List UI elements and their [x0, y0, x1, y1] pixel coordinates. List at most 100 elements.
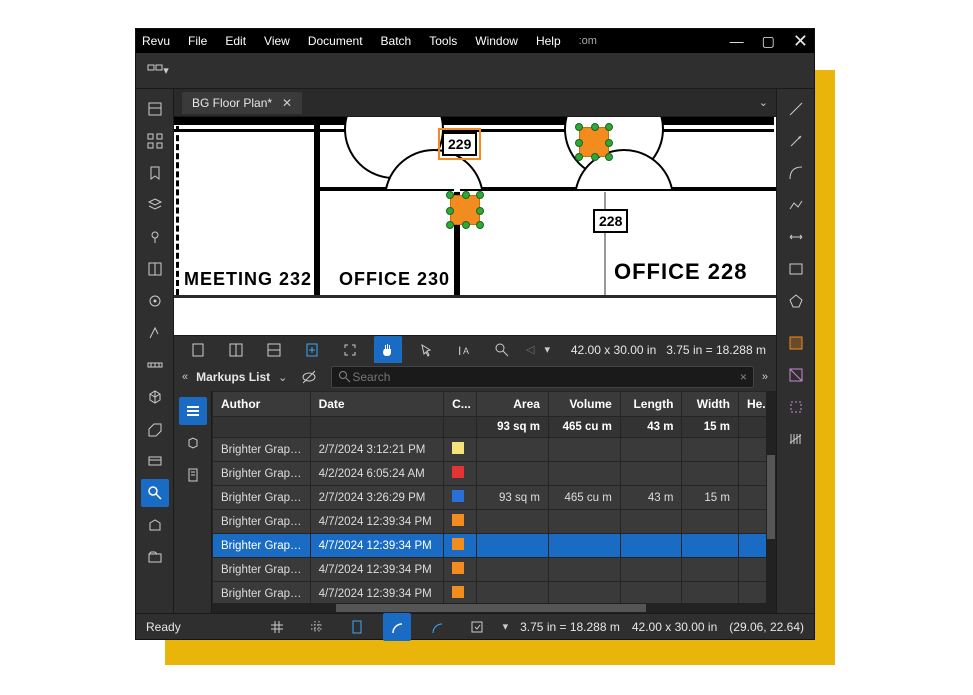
col-length[interactable]: Length	[620, 392, 682, 417]
hscrollbar[interactable]	[212, 603, 776, 613]
volume-tool-icon[interactable]	[782, 361, 810, 389]
search-icon[interactable]	[141, 479, 169, 507]
footer-coords: (29.06, 22.64)	[729, 620, 804, 634]
menu-tools[interactable]: Tools	[429, 34, 457, 48]
table-row[interactable]: Brighter Graph...4/7/2024 12:39:34 PM	[213, 558, 776, 582]
panel-toggle-icon[interactable]: ▾	[144, 57, 172, 85]
pan-icon[interactable]	[374, 336, 402, 364]
svg-text:I: I	[458, 344, 461, 357]
polyline-icon[interactable]	[782, 191, 810, 219]
bookmark-icon[interactable]	[141, 159, 169, 187]
maximize-button[interactable]: ▢	[762, 33, 775, 50]
col-author[interactable]: Author	[213, 392, 311, 417]
col-date[interactable]: Date	[310, 392, 444, 417]
grid-icon[interactable]	[141, 127, 169, 155]
visibility-icon[interactable]	[295, 363, 323, 391]
collapse-right-icon[interactable]: »	[762, 371, 768, 383]
spaces-icon[interactable]	[141, 255, 169, 283]
collapse-left-icon[interactable]: «	[182, 371, 188, 383]
markups-menu-icon[interactable]: ⌄	[278, 371, 287, 384]
col-area[interactable]: Area	[477, 392, 549, 417]
summary-icon[interactable]	[179, 461, 207, 489]
toolchest-icon[interactable]	[141, 319, 169, 347]
snap-icon[interactable]	[303, 613, 331, 641]
drawing-canvas[interactable]: 229 228 MEETING 232 OFFICE 230 OFFICE 22…	[174, 117, 776, 335]
markups-panel: « Markups List ⌄ × »	[174, 363, 776, 613]
footer-menu-icon[interactable]: ▾	[503, 620, 509, 633]
grid-toggle-icon[interactable]	[263, 613, 291, 641]
menu-file[interactable]: File	[188, 34, 207, 48]
table-row[interactable]: Brighter Graph...4/2/2024 6:05:24 AM	[213, 462, 776, 486]
thumbnails-icon[interactable]	[141, 95, 169, 123]
search-input[interactable]: ×	[331, 366, 754, 388]
sync-icon[interactable]	[463, 613, 491, 641]
arc-icon[interactable]	[782, 159, 810, 187]
polygon-icon[interactable]	[782, 287, 810, 315]
tab-floorplan[interactable]: BG Floor Plan* ✕	[182, 92, 302, 114]
singlepage-icon[interactable]	[184, 336, 212, 364]
textselect-icon[interactable]: IA	[450, 336, 478, 364]
list-icon[interactable]	[179, 397, 207, 425]
fit-icon[interactable]	[336, 336, 364, 364]
menu-batch[interactable]: Batch	[381, 34, 412, 48]
dimension-icon[interactable]	[782, 223, 810, 251]
filestore-icon[interactable]	[141, 543, 169, 571]
status-bar: Ready ▾ 3.75 in = 18.288 m 42.00 x 30.00…	[136, 613, 814, 639]
reuse-icon[interactable]	[423, 613, 451, 641]
page-dimensions: 42.00 x 30.00 in	[571, 343, 656, 357]
links-icon[interactable]	[141, 415, 169, 443]
room-tag-229[interactable]: 229	[442, 132, 477, 156]
snapcontent-icon[interactable]	[383, 613, 411, 641]
vscrollbar[interactable]	[766, 391, 776, 603]
arrow-icon[interactable]	[782, 127, 810, 155]
zoom-icon[interactable]	[488, 336, 516, 364]
markup-marker[interactable]	[579, 127, 609, 157]
sets-icon[interactable]	[141, 447, 169, 475]
menu-view[interactable]: View	[264, 34, 290, 48]
places-icon[interactable]	[141, 223, 169, 251]
3d-panel-icon[interactable]	[179, 429, 207, 457]
col-width[interactable]: Width	[682, 392, 739, 417]
table-row[interactable]: Brighter Graph...4/7/2024 12:39:34 PM	[213, 534, 776, 558]
line-icon[interactable]	[782, 95, 810, 123]
page-scale: 3.75 in = 18.288 m	[666, 343, 766, 357]
layers-icon[interactable]	[141, 191, 169, 219]
split-vert-icon[interactable]	[222, 336, 250, 364]
menu-revu[interactable]: Revu	[142, 34, 170, 48]
table-row[interactable]: Brighter Graph...2/7/2024 3:26:29 PM93 s…	[213, 486, 776, 510]
table-row[interactable]: Brighter Graph...4/7/2024 12:39:34 PM	[213, 510, 776, 534]
menu-document[interactable]: Document	[308, 34, 363, 48]
3d-icon[interactable]	[141, 383, 169, 411]
markups-title[interactable]: Markups List	[196, 370, 270, 384]
tab-close-icon[interactable]: ✕	[282, 96, 292, 110]
room-tag-228[interactable]: 228	[593, 209, 628, 233]
area-tool-icon[interactable]	[782, 329, 810, 357]
table-row[interactable]: Brighter Graph...4/7/2024 12:39:34 PM	[213, 582, 776, 606]
measure-icon[interactable]	[141, 351, 169, 379]
rectangle-icon[interactable]	[782, 255, 810, 283]
search-field[interactable]	[352, 370, 740, 384]
close-button[interactable]: ✕	[793, 31, 808, 52]
count-tool-icon[interactable]	[782, 425, 810, 453]
snapmarkup-icon[interactable]	[343, 613, 371, 641]
markup-marker[interactable]	[450, 195, 480, 225]
menu-window[interactable]: Window	[475, 34, 518, 48]
menu-edit[interactable]: Edit	[225, 34, 246, 48]
markups-grid[interactable]: Author Date C... Area Volume Length Widt…	[212, 391, 776, 613]
table-row[interactable]: Brighter Graph...2/7/2024 3:12:21 PM	[213, 438, 776, 462]
newview-icon[interactable]	[298, 336, 326, 364]
studio-icon[interactable]	[141, 511, 169, 539]
perimeter-tool-icon[interactable]	[782, 393, 810, 421]
col-volume[interactable]: Volume	[548, 392, 620, 417]
col-color[interactable]: C...	[444, 392, 477, 417]
menu-help[interactable]: Help	[536, 34, 561, 48]
tab-menu-icon[interactable]: ⌄	[759, 96, 768, 109]
split-horiz-icon[interactable]	[260, 336, 288, 364]
prev-page-icon[interactable]: ◁	[526, 343, 534, 356]
properties-icon[interactable]	[141, 287, 169, 315]
select-icon[interactable]	[412, 336, 440, 364]
minimize-button[interactable]: —	[730, 33, 744, 49]
search-clear-icon[interactable]: ×	[740, 370, 747, 384]
page-menu-icon[interactable]: ▾	[544, 343, 550, 356]
svg-text:A: A	[463, 346, 469, 356]
